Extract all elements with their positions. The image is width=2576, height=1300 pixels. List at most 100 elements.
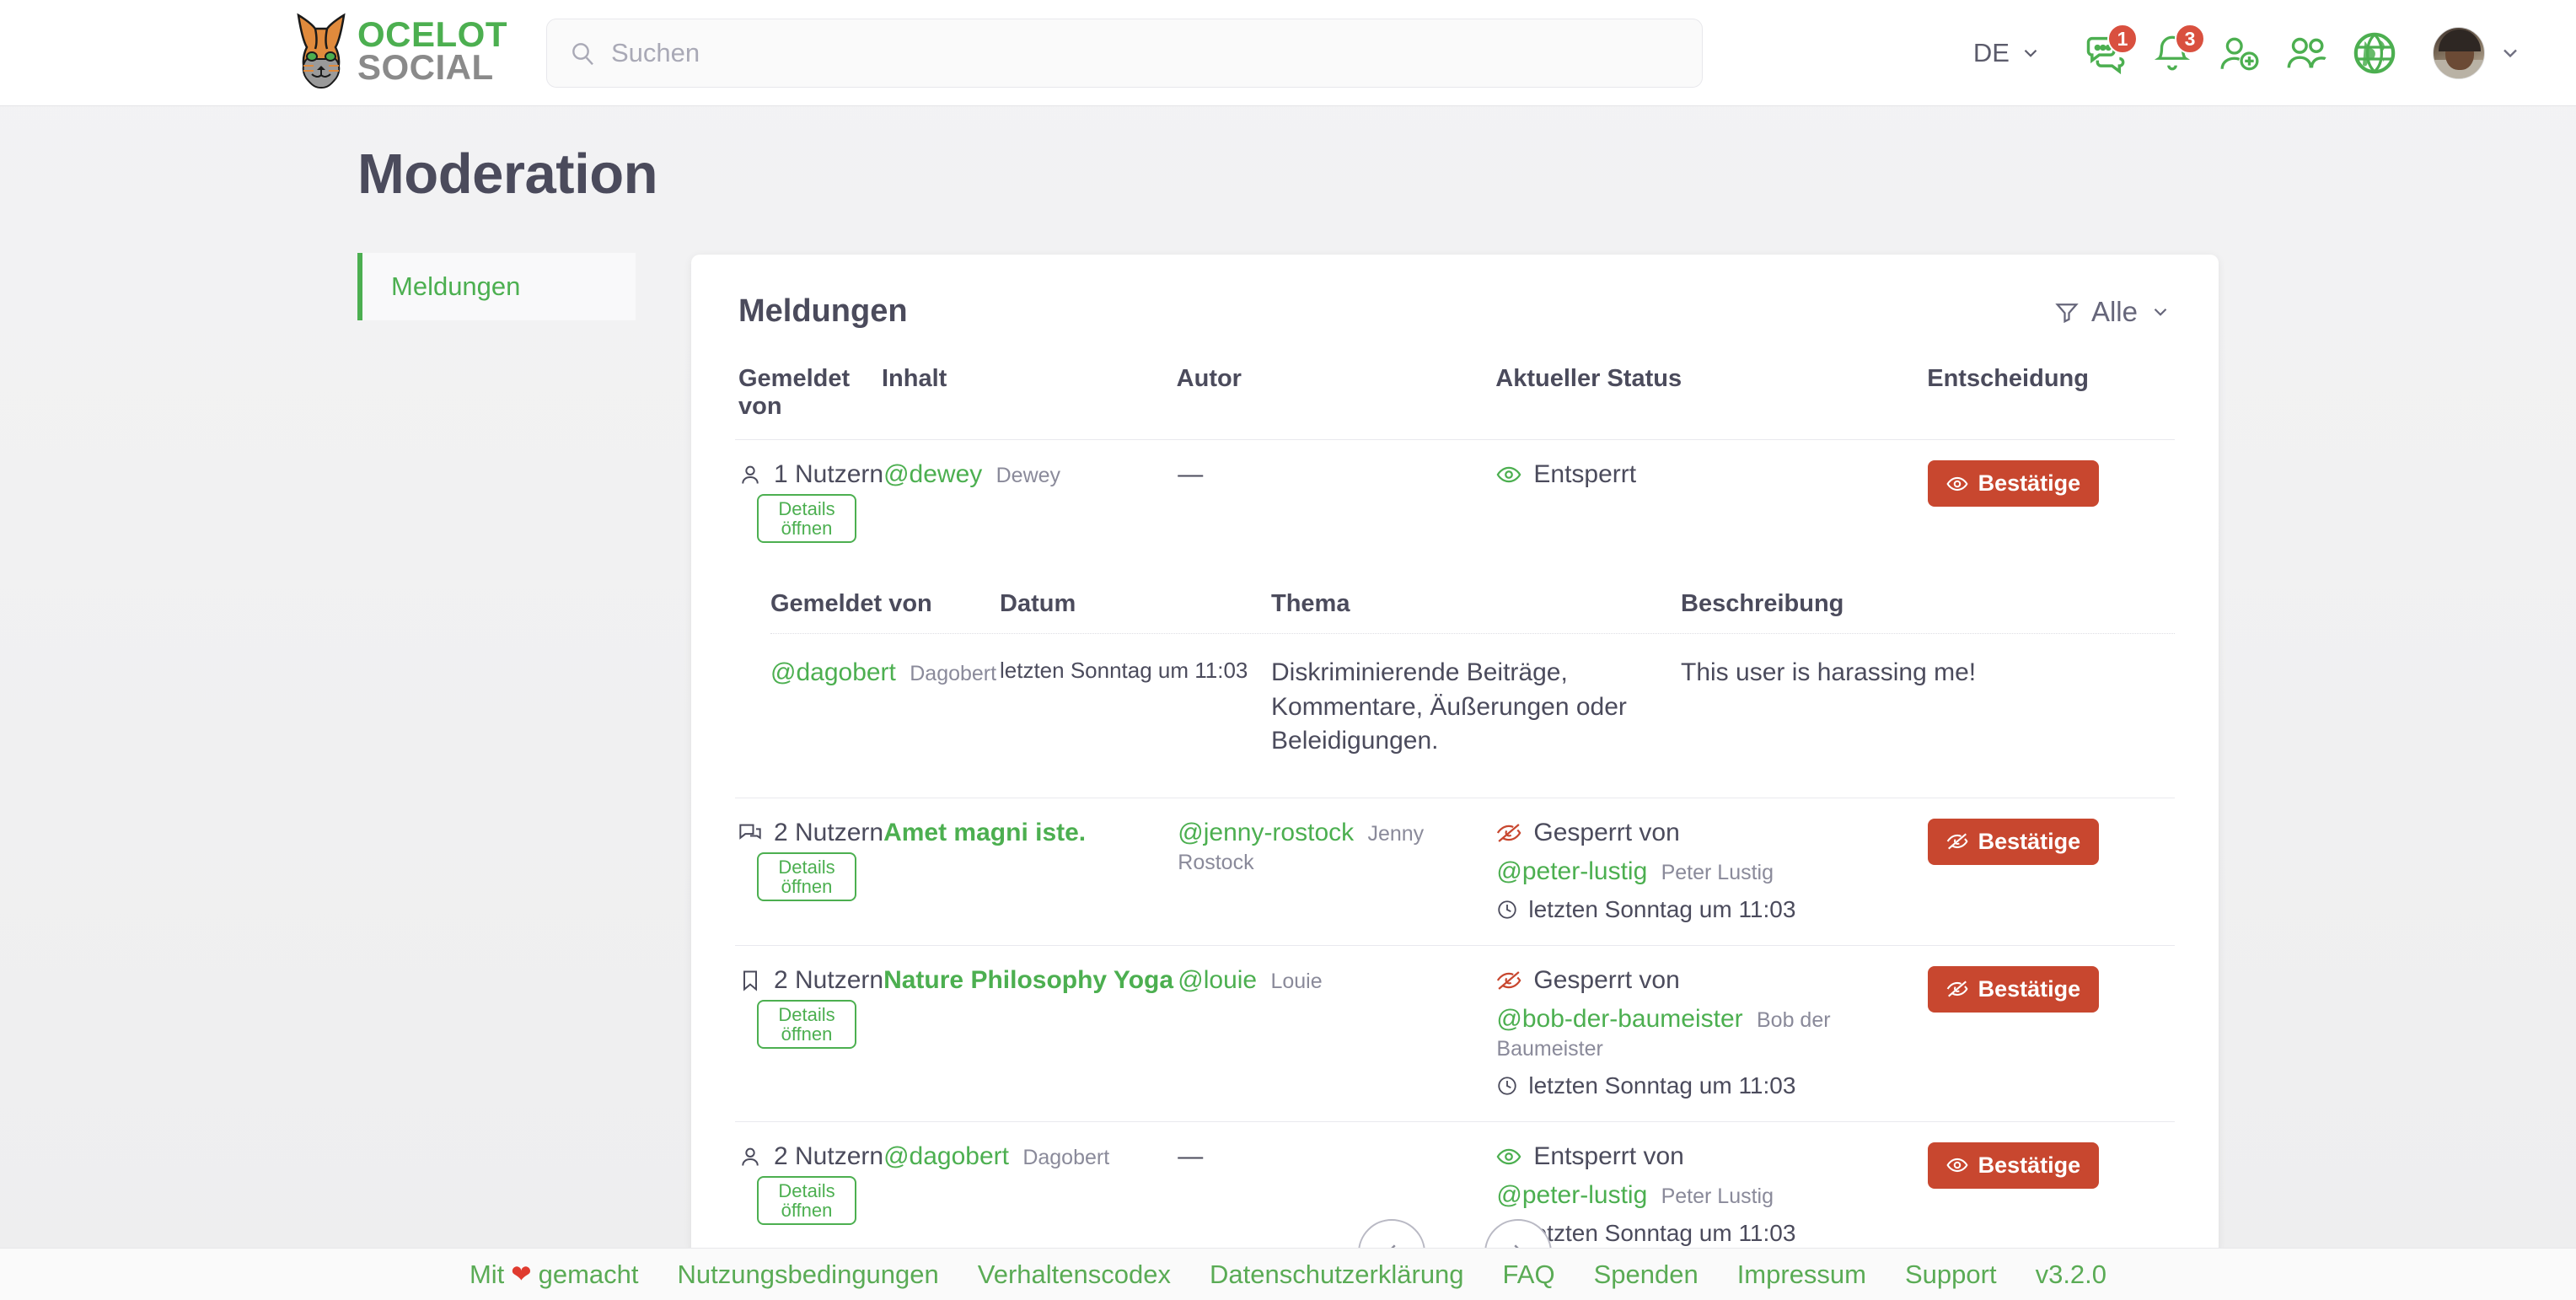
details-open-button[interactable]: Details öffnen xyxy=(757,851,856,901)
footer-link-support[interactable]: Support xyxy=(1905,1259,1997,1289)
brand-logo[interactable]: OCELOT SOCIAL xyxy=(290,10,507,93)
footer-link-nutzungsbedingungen[interactable]: Nutzungsbedingungen xyxy=(677,1259,939,1289)
details-column-header-date: Datum xyxy=(1000,590,1076,618)
footer-made-with-prefix: Mit xyxy=(469,1259,505,1289)
user-avatar[interactable] xyxy=(2433,27,2485,79)
details-open-button[interactable]: Details öffnen xyxy=(757,1175,856,1225)
status-actor-name: Peter Lustig xyxy=(1661,1184,1774,1208)
column-header-status: Aktueller Status xyxy=(1495,365,1682,392)
table-row[interactable]: 2 Nutzern Details öffnen Amet magni iste… xyxy=(735,797,2175,945)
author-realname: Jenny Rostock xyxy=(1178,821,1425,874)
details-reporter-cell[interactable]: @dagobert Dagobert xyxy=(770,656,1000,759)
footer-link-impressum[interactable]: Impressum xyxy=(1736,1259,1866,1289)
content-handle[interactable]: @dagobert xyxy=(883,1142,1009,1170)
sidebar-item-meldungen[interactable]: Meldungen xyxy=(357,253,636,320)
status-actor[interactable]: @bob-der-baumeister Bob der Baumeister xyxy=(1496,1005,1927,1062)
status-cell: Gesperrt von @bob-der-baumeister Bob der… xyxy=(1496,966,1927,1099)
table-row[interactable]: 2 Nutzern Details öffnen @dagobert Dagob… xyxy=(735,1120,2175,1256)
language-switcher[interactable]: DE xyxy=(1973,38,2042,68)
details-date: letzten Sonntag um 11:03 xyxy=(1000,658,1248,684)
status-actor-handle[interactable]: @peter-lustig xyxy=(1496,1180,1648,1209)
content-handle[interactable]: @dewey xyxy=(883,460,983,488)
status-actor-name: Bob der Baumeister xyxy=(1496,1007,1831,1061)
decision-cell: Bestätige xyxy=(1927,965,2171,1013)
author-cell[interactable]: @jenny-rostock Jenny Rostock xyxy=(1178,819,1496,876)
notifications-bell-icon[interactable]: 3 xyxy=(2144,24,2205,81)
details-reporter-handle[interactable]: @dagobert xyxy=(770,658,896,687)
top-header: OCELOT SOCIAL Suchen DE xyxy=(0,0,2576,106)
status-cell: Entsperrt von @peter-lustig Peter Lustig… xyxy=(1496,1142,1927,1247)
footer-link-spenden[interactable]: Spenden xyxy=(1593,1259,1699,1289)
reported-count: 1 Nutzern xyxy=(774,460,884,488)
confirm-button[interactable]: Bestätige xyxy=(1927,1142,2100,1189)
status-timestamp: letzten Sonntag um 11:03 xyxy=(1528,895,1796,922)
reported-by-cell: 1 Nutzern Details öffnen xyxy=(738,460,884,544)
content-realname: Dewey xyxy=(996,464,1061,487)
details-open-button[interactable]: Details öffnen xyxy=(757,999,856,1049)
reports-card: Meldungen Alle Gemeldet von Inhalt Autor xyxy=(691,255,2219,1256)
user-icon xyxy=(738,463,762,486)
content-cell[interactable]: @dagobert Dagobert xyxy=(883,1142,1178,1171)
author-cell[interactable]: @louie Louie xyxy=(1178,966,1496,995)
author-realname: Louie xyxy=(1270,969,1323,993)
status-timestamp-row: letzten Sonntag um 11:03 xyxy=(1496,896,1927,923)
status-actor[interactable]: @peter-lustig Peter Lustig xyxy=(1496,857,1927,886)
user-menu-chevron-down-icon[interactable] xyxy=(2498,41,2522,65)
eye-slash-icon xyxy=(1496,968,1521,993)
table-row[interactable]: 2 Nutzern Details öffnen Nature Philosop… xyxy=(735,944,2175,1121)
details-reporter-realname: Dagobert xyxy=(910,662,997,686)
status-label: Entsperrt von xyxy=(1533,1142,1684,1170)
author-handle[interactable]: @jenny-rostock xyxy=(1178,818,1355,846)
details-topic: Diskriminierende Beiträge, Kommentare, Ä… xyxy=(1271,658,1627,755)
content-cell[interactable]: Amet magni iste. xyxy=(883,819,1178,847)
comment-icon xyxy=(738,821,762,845)
content-cell[interactable]: Nature Philosophy Yoga xyxy=(883,966,1178,995)
filter-funnel-icon xyxy=(2054,299,2080,325)
author-cell: — xyxy=(1178,460,1496,489)
search-placeholder: Suchen xyxy=(611,38,700,67)
confirm-button[interactable]: Bestätige xyxy=(1927,460,2100,507)
content-title[interactable]: Nature Philosophy Yoga xyxy=(883,965,1174,994)
table-header-row: Gemeldet von Inhalt Autor Aktueller Stat… xyxy=(735,365,2175,439)
footer-link-verhaltenscodex[interactable]: Verhaltenscodex xyxy=(977,1259,1171,1289)
eye-slash-icon xyxy=(1496,820,1521,846)
author-handle[interactable]: @louie xyxy=(1178,965,1258,994)
content-title[interactable]: Amet magni iste. xyxy=(883,818,1087,846)
confirm-button[interactable]: Bestätige xyxy=(1927,818,2100,865)
messages-badge: 1 xyxy=(2107,24,2138,54)
details-header-row: Gemeldet von Datum Thema Beschreibung xyxy=(770,565,2175,633)
table-row[interactable]: 1 Nutzern Details öffnen @dewey Dewey — xyxy=(735,439,2175,565)
footer-link-faq[interactable]: FAQ xyxy=(1502,1259,1555,1289)
reported-count: 2 Nutzern xyxy=(774,1142,884,1170)
details-column-header-reported-by: Gemeldet von xyxy=(770,590,932,618)
messages-icon[interactable]: 1 xyxy=(2077,24,2138,81)
add-user-icon[interactable] xyxy=(2212,25,2267,81)
confirm-button[interactable]: Bestätige xyxy=(1927,965,2100,1013)
eye-icon xyxy=(1946,473,1968,495)
bookmark-icon xyxy=(738,969,762,992)
sidebar: Meldungen xyxy=(357,253,636,320)
status-label: Gesperrt von xyxy=(1533,965,1680,994)
footer-version: v3.2.0 xyxy=(2035,1259,2107,1289)
status-actor-handle[interactable]: @bob-der-baumeister xyxy=(1496,1004,1743,1033)
heart-icon: ❤ xyxy=(511,1261,532,1288)
column-header-reported-by: Gemeldet von xyxy=(738,365,851,420)
avatar-hood xyxy=(2439,30,2481,51)
globe-icon[interactable] xyxy=(2347,25,2402,81)
status-actor[interactable]: @peter-lustig Peter Lustig xyxy=(1496,1181,1927,1210)
filter-dropdown[interactable]: Alle xyxy=(2054,296,2171,328)
filter-label: Alle xyxy=(2090,295,2138,327)
card-title: Meldungen xyxy=(738,293,908,329)
status-timestamp-row: letzten Sonntag um 11:03 xyxy=(1496,1072,1927,1099)
footer-link-datenschutzerklaerung[interactable]: Datenschutzerklärung xyxy=(1209,1259,1464,1289)
users-group-icon[interactable] xyxy=(2279,25,2335,81)
status-actor-handle[interactable]: @peter-lustig xyxy=(1496,857,1648,885)
page-title: Moderation xyxy=(357,142,658,206)
search-input[interactable]: Suchen xyxy=(546,19,1703,88)
details-open-button[interactable]: Details öffnen xyxy=(757,494,856,544)
decision-cell: Bestätige xyxy=(1927,1142,2171,1189)
content-cell[interactable]: @dewey Dewey xyxy=(883,460,1178,489)
footer-made-with[interactable]: Mit ❤ gemacht xyxy=(470,1260,639,1290)
status-label: Gesperrt von xyxy=(1533,818,1680,846)
